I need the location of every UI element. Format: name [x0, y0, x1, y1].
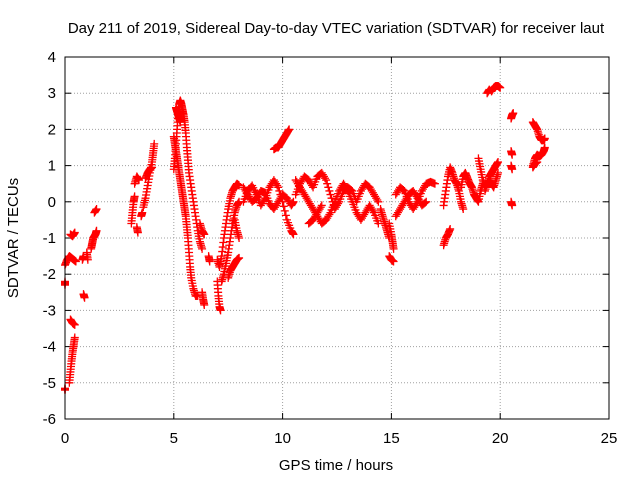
data-point	[322, 176, 331, 185]
data-point	[70, 228, 79, 237]
y-tick-label: -4	[43, 339, 56, 356]
data-point	[273, 181, 282, 190]
data-point	[342, 185, 351, 194]
data-point	[494, 168, 503, 177]
data-point	[421, 198, 430, 207]
data-point	[289, 230, 298, 239]
data-point	[216, 306, 225, 315]
x-tick-label: 10	[274, 430, 291, 447]
data-point	[533, 157, 542, 166]
data-point	[70, 320, 79, 329]
data-point	[540, 134, 549, 143]
y-tick-label: 1	[48, 158, 56, 175]
y-axis-label: SDTVAR / TECUs	[5, 178, 22, 298]
plot-frame	[64, 56, 610, 420]
data-point	[540, 143, 549, 152]
data-point	[205, 257, 214, 266]
data-point	[325, 210, 334, 219]
data-point	[289, 197, 298, 206]
data-point	[285, 125, 294, 134]
data-point	[70, 333, 79, 342]
data-point	[389, 257, 398, 266]
y-tick-label: -2	[43, 266, 56, 283]
data-point	[317, 201, 326, 210]
data-point	[325, 186, 334, 195]
data-point	[150, 139, 159, 148]
data-points	[61, 81, 549, 395]
data-point	[508, 201, 517, 210]
data-point	[446, 224, 455, 233]
data-point	[430, 179, 439, 188]
data-point	[92, 226, 101, 235]
data-point	[373, 195, 382, 204]
data-point	[324, 183, 333, 192]
data-point	[274, 183, 283, 192]
data-point	[422, 197, 431, 206]
data-point	[459, 205, 468, 214]
y-tick-label: -3	[43, 302, 56, 319]
x-axis-label: GPS time / hours	[279, 457, 393, 474]
data-point	[134, 176, 143, 185]
data-point	[176, 118, 185, 127]
y-tick-label: 4	[48, 49, 56, 66]
data-point	[368, 206, 377, 215]
data-point	[321, 174, 330, 183]
data-point	[374, 197, 383, 206]
y-tick-label: 0	[48, 194, 56, 211]
data-point	[508, 150, 517, 159]
data-point	[83, 255, 92, 264]
data-point	[280, 206, 289, 215]
data-point	[316, 203, 325, 212]
data-point	[92, 205, 101, 214]
data-point	[281, 211, 290, 220]
data-point	[509, 109, 518, 118]
data-point	[485, 85, 494, 94]
y-tick-label: 3	[48, 85, 56, 102]
data-point	[235, 181, 244, 190]
data-point	[133, 228, 142, 237]
chart-title: Day 211 of 2019, Sidereal Day-to-day VTE…	[68, 20, 605, 37]
data-point	[279, 202, 288, 211]
x-tick-label: 25	[601, 430, 618, 447]
data-point	[198, 244, 207, 253]
data-point	[326, 190, 335, 199]
x-tick-label: 0	[61, 430, 69, 447]
y-tick-label: -6	[43, 411, 56, 428]
data-point	[235, 253, 244, 262]
data-point	[80, 293, 89, 302]
x-tick-label: 5	[170, 430, 178, 447]
data-point	[71, 257, 80, 266]
data-point	[494, 157, 503, 166]
y-tick-label: 2	[48, 121, 56, 138]
data-point	[200, 230, 209, 239]
data-point	[148, 163, 157, 172]
data-point	[508, 165, 517, 174]
y-tick-label: -1	[43, 230, 56, 247]
data-point	[200, 300, 209, 309]
data-point	[323, 179, 332, 188]
y-tick-label: -5	[43, 375, 56, 392]
grid	[65, 57, 609, 419]
x-tick-label: 20	[492, 430, 509, 447]
data-point	[235, 234, 244, 242]
data-point	[496, 83, 505, 92]
data-point	[138, 208, 147, 217]
x-tick-label: 15	[383, 430, 400, 447]
data-point	[389, 244, 398, 253]
data-point	[130, 192, 139, 201]
